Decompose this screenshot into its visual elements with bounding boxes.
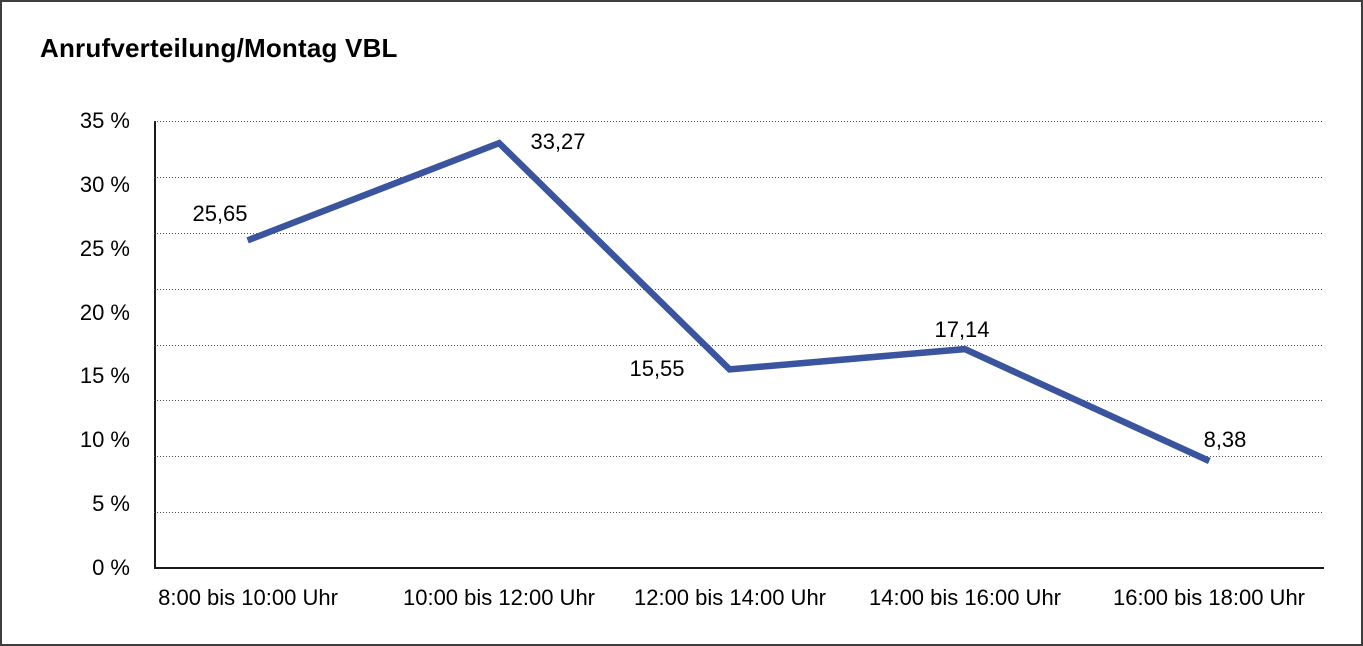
x-tick-label: 10:00 bis 12:00 Uhr	[402, 585, 596, 610]
gridline	[154, 121, 1324, 122]
y-axis-line	[154, 121, 156, 568]
x-tick-label: 14:00 bis 16:00 Uhr	[868, 585, 1062, 610]
data-point-label: 17,14	[934, 317, 990, 342]
gridline	[154, 456, 1324, 457]
y-tick-label: 10 %	[79, 427, 130, 452]
gridline	[154, 345, 1324, 346]
gridline	[154, 177, 1324, 178]
gridline	[154, 233, 1324, 234]
chart-title: Anrufverteilung/Montag VBL	[40, 33, 398, 63]
data-point-label: 33,27	[530, 129, 586, 154]
series-line	[246, 139, 1211, 464]
x-axis-line	[154, 567, 1324, 569]
gridline	[154, 512, 1324, 513]
y-tick-label: 30 %	[79, 172, 130, 197]
y-tick-label: 0 %	[92, 555, 130, 580]
data-point-label: 25,65	[192, 201, 248, 226]
y-tick-label: 15 %	[79, 363, 130, 388]
data-point-label: 8,38	[1203, 427, 1247, 452]
y-tick-label: 25 %	[79, 236, 130, 261]
y-tick-label: 20 %	[79, 300, 130, 325]
y-tick-label: 35 %	[79, 108, 130, 133]
gridline	[154, 400, 1324, 401]
x-tick-label: 8:00 bis 10:00 Uhr	[158, 585, 338, 610]
y-tick-label: 5 %	[92, 491, 130, 516]
gridline	[154, 289, 1324, 290]
series-svg	[246, 139, 1211, 464]
x-tick-label: 12:00 bis 14:00 Uhr	[633, 585, 827, 610]
plot-area: 25,65 33,27 15,55 17,14 8,38	[154, 121, 1324, 569]
data-point-label: 15,55	[629, 356, 685, 381]
x-tick-label: 16:00 bis 18:00 Uhr	[1112, 585, 1306, 610]
